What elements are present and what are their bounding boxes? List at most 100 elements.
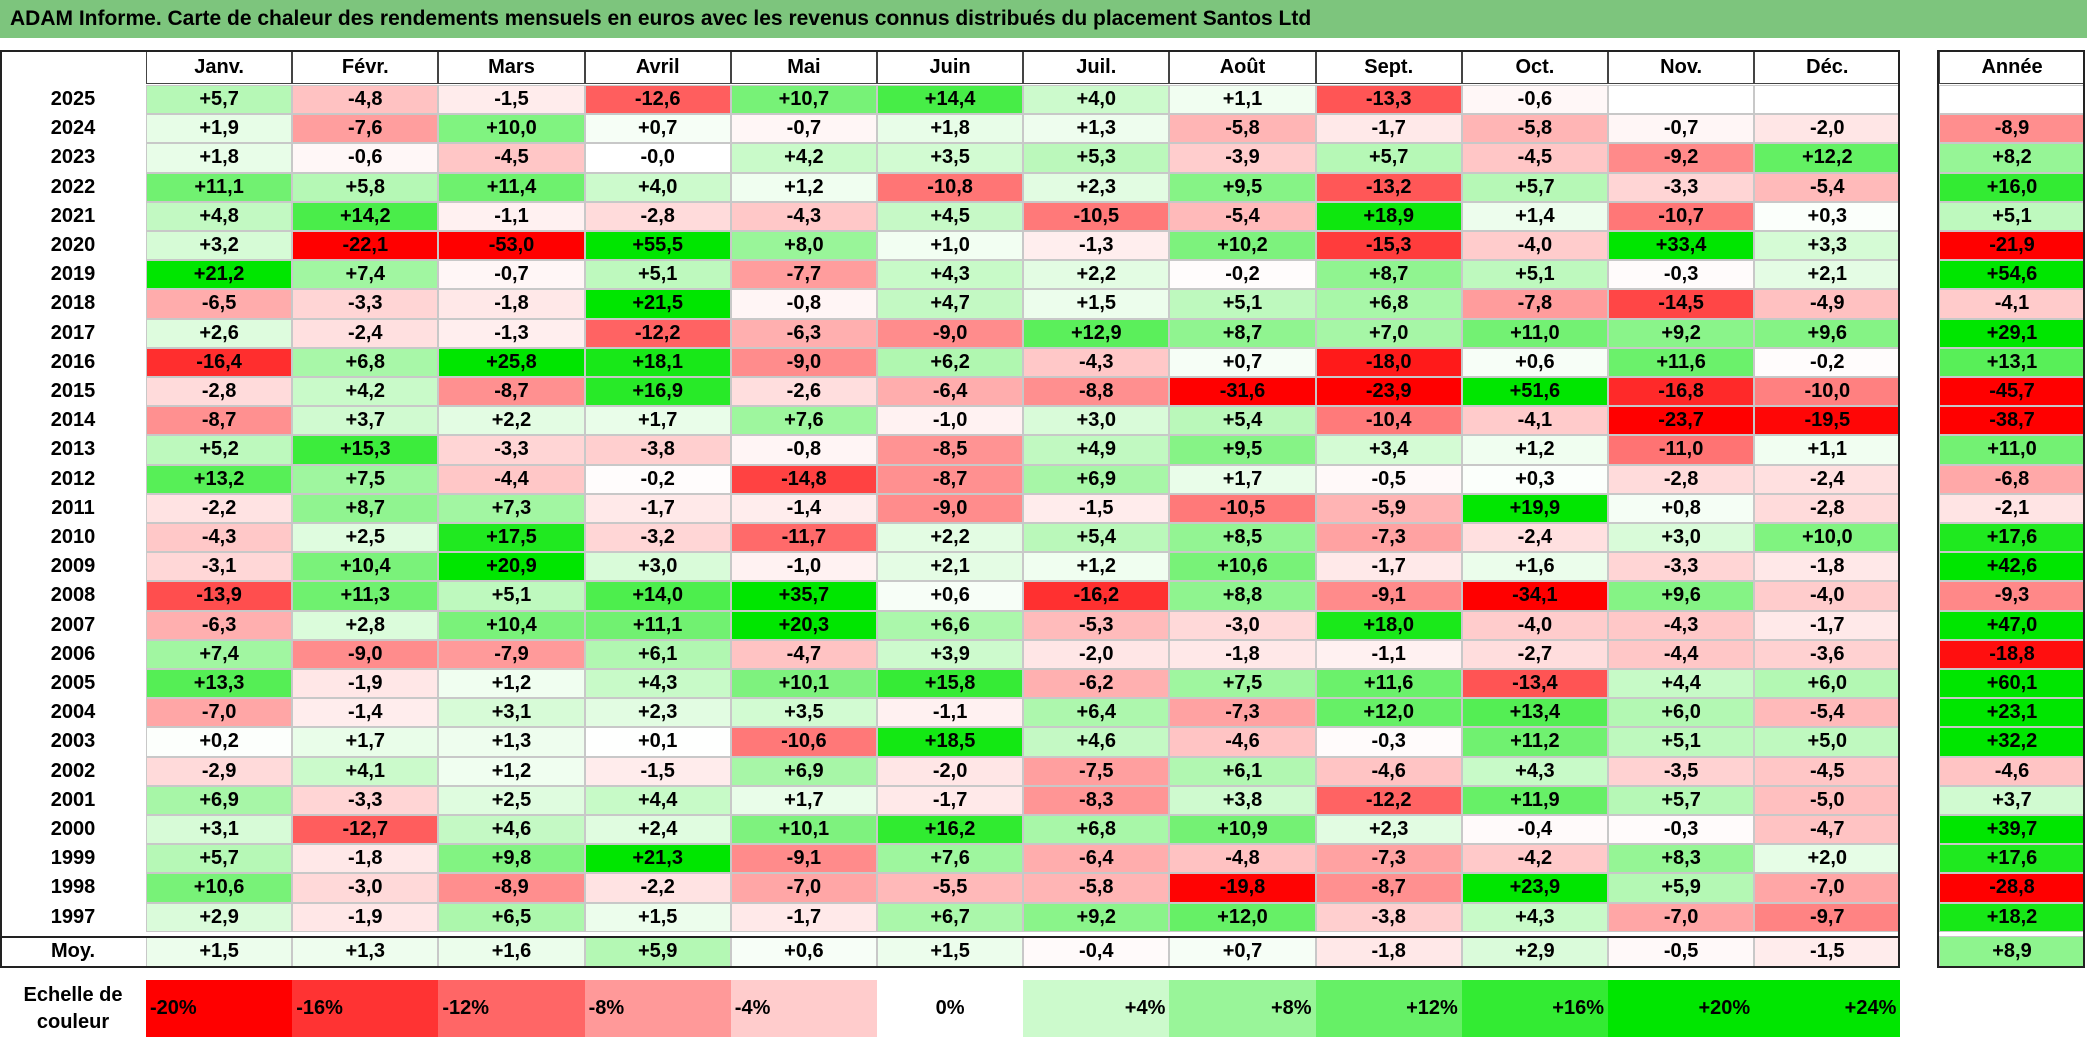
heatmap-cell: -4,3 — [146, 523, 293, 553]
heatmap-cell: -13,9 — [146, 581, 293, 611]
heatmap-cell: -1,8 — [1754, 552, 1901, 582]
heatmap-cell: +4,4 — [584, 785, 731, 815]
heatmap-cell: -4,3 — [1608, 610, 1755, 640]
heatmap-cell: -2,8 — [584, 201, 731, 231]
heatmap-cell: -12,2 — [584, 318, 731, 348]
row-year-label: 2007 — [50, 613, 96, 636]
heatmap-cell: -9,0 — [877, 318, 1024, 348]
heatmap-cell: +5,1 — [584, 260, 731, 290]
heatmap-cell: -7,3 — [1315, 523, 1462, 553]
heatmap-cell: +4,0 — [1023, 85, 1170, 115]
heatmap-cell: -4,4 — [438, 464, 585, 494]
heatmap-cell: -2,8 — [1754, 493, 1901, 523]
average-cell: +2,9 — [1461, 935, 1608, 968]
heatmap-cell: -31,6 — [1169, 377, 1316, 407]
annual-cell: +32,2 — [1939, 727, 2085, 757]
heatmap-cell: +0,2 — [146, 727, 293, 757]
color-scale-swatch: +8% — [1169, 980, 1316, 1037]
heatmap-cell: -2,0 — [1023, 639, 1170, 669]
heatmap-cell: +2,5 — [292, 523, 439, 553]
heatmap-cell: -16,2 — [1023, 581, 1170, 611]
heatmap-cell: +11,6 — [1315, 669, 1462, 699]
heatmap-cell: -11,0 — [1608, 435, 1755, 465]
heatmap-cell: -1,0 — [730, 552, 877, 582]
annual-cell: -38,7 — [1939, 406, 2085, 436]
annual-cell: -18,8 — [1939, 639, 2085, 669]
heatmap-cell: +9,8 — [438, 844, 585, 874]
chart-title: ADAM Informe. Carte de chaleur des rende… — [0, 0, 2087, 38]
heatmap-cell: -2,2 — [584, 873, 731, 903]
heatmap-cell: -4,4 — [1608, 639, 1755, 669]
heatmap-cell: -7,0 — [1608, 902, 1755, 932]
heatmap-cell: -12,6 — [584, 85, 731, 115]
heatmap-cell: +1,1 — [1169, 85, 1316, 115]
heatmap-cell: -14,5 — [1608, 289, 1755, 319]
heatmap-cell: +7,6 — [730, 406, 877, 436]
heatmap-cell: +5,0 — [1754, 727, 1901, 757]
heatmap-cell: +10,1 — [730, 669, 877, 699]
annual-cell: +16,0 — [1939, 172, 2085, 202]
heatmap-cell: +10,0 — [1754, 523, 1901, 553]
heatmap-cell: -1,7 — [1754, 610, 1901, 640]
heatmap-cell: +9,5 — [1169, 435, 1316, 465]
color-scale-swatch: -12% — [438, 980, 585, 1037]
heatmap-cell: +6,1 — [584, 639, 731, 669]
heatmap-cell: -6,3 — [146, 610, 293, 640]
heatmap-cell: -10,8 — [877, 172, 1024, 202]
heatmap-cell: +1,3 — [1023, 114, 1170, 144]
heatmap-cell: +1,7 — [584, 406, 731, 436]
heatmap-cell: -4,5 — [1754, 756, 1901, 786]
row-year-label: 2000 — [50, 818, 96, 841]
heatmap-cell: +1,8 — [877, 114, 1024, 144]
annual-cell — [1939, 85, 2085, 115]
heatmap-cell: +6,9 — [730, 756, 877, 786]
heatmap-cell: +1,9 — [146, 114, 293, 144]
annual-cell: -9,3 — [1939, 581, 2085, 611]
heatmap-cell: -5,5 — [877, 873, 1024, 903]
heatmap-cell: -4,0 — [1461, 231, 1608, 261]
heatmap-cell: +9,5 — [1169, 172, 1316, 202]
heatmap-cell: +21,5 — [584, 289, 731, 319]
annual-cell: +5,1 — [1939, 201, 2085, 231]
heatmap-cell: -3,3 — [292, 289, 439, 319]
heatmap-cell: +3,0 — [1608, 523, 1755, 553]
annual-cell: +60,1 — [1939, 669, 2085, 699]
heatmap-cell: +4,6 — [438, 815, 585, 845]
heatmap-cell: -2,6 — [730, 377, 877, 407]
heatmap-cell: -3,3 — [1608, 172, 1755, 202]
heatmap-cell: +4,3 — [877, 260, 1024, 290]
heatmap-cell: +5,4 — [1169, 406, 1316, 436]
annual-cell: +47,0 — [1939, 610, 2085, 640]
heatmap-cell: -1,1 — [877, 698, 1024, 728]
heatmap-cell: -1,1 — [438, 201, 585, 231]
heatmap-cell: -9,1 — [1315, 581, 1462, 611]
heatmap-cell: +1,2 — [1023, 552, 1170, 582]
heatmap-cell: +20,9 — [438, 552, 585, 582]
heatmap-cell: +5,3 — [1023, 143, 1170, 173]
heatmap-cell: +12,2 — [1754, 143, 1901, 173]
heatmap-cell: +5,7 — [146, 85, 293, 115]
heatmap-cell: -8,3 — [1023, 785, 1170, 815]
heatmap-cell: -8,7 — [438, 377, 585, 407]
heatmap-cell: +1,5 — [1023, 289, 1170, 319]
heatmap-cell: +3,1 — [438, 698, 585, 728]
heatmap-cell: +17,5 — [438, 523, 585, 553]
heatmap-cell: -10,5 — [1023, 201, 1170, 231]
row-year-label: 2001 — [50, 788, 96, 811]
heatmap-cell: -0,7 — [1608, 114, 1755, 144]
heatmap-cell: -8,8 — [1023, 377, 1170, 407]
heatmap-cell: +4,0 — [584, 172, 731, 202]
annual-cell: -4,1 — [1939, 289, 2085, 319]
heatmap-cell: +5,1 — [1169, 289, 1316, 319]
heatmap-cell: -1,0 — [877, 406, 1024, 436]
heatmap-cell: -8,7 — [1315, 873, 1462, 903]
heatmap-cell: -11,7 — [730, 523, 877, 553]
heatmap-cell: +11,9 — [1461, 785, 1608, 815]
heatmap-cell: +4,7 — [877, 289, 1024, 319]
heatmap-cell: -7,0 — [1754, 873, 1901, 903]
row-year-label: 2013 — [50, 438, 96, 461]
heatmap-cell: +9,6 — [1754, 318, 1901, 348]
heatmap-cell: -5,4 — [1754, 172, 1901, 202]
heatmap-cell: -0,6 — [1461, 85, 1608, 115]
heatmap-cell: -0,6 — [292, 143, 439, 173]
